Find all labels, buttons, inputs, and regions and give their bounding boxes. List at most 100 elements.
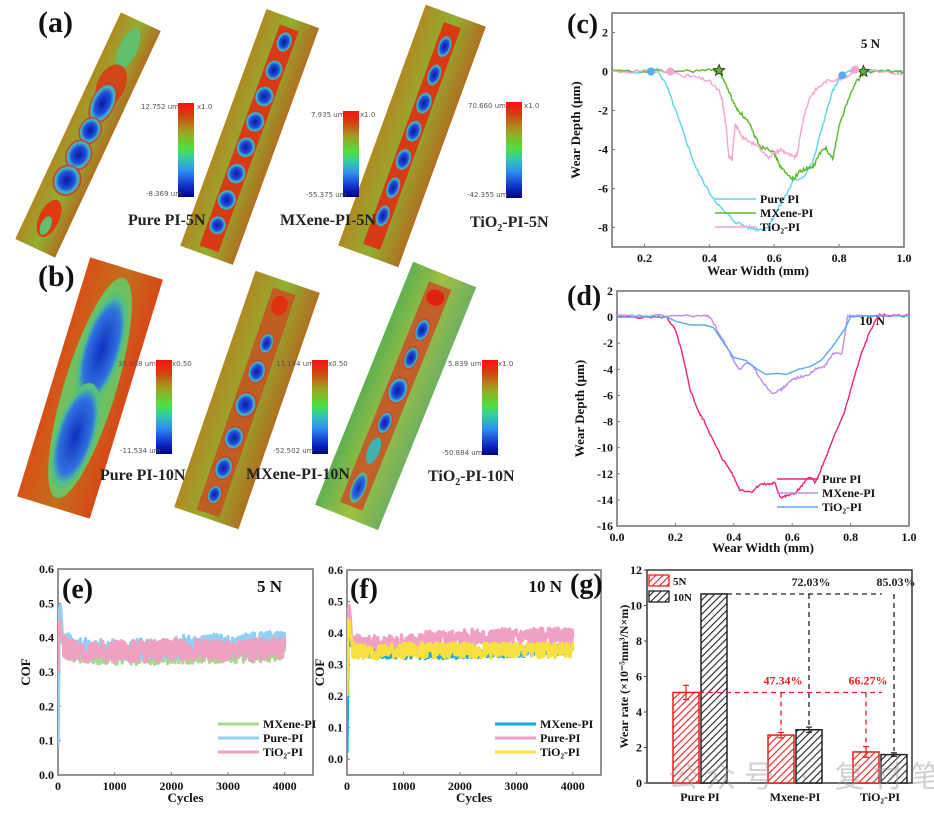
x-tick-label: 0.2 <box>668 530 683 544</box>
scar-image-tio2-pi-10n <box>315 261 477 531</box>
chart-f: 0 1000 2000 3000 4000 0.6 0.5 0.4 0.3 0.2 0.1 0.0 Cy… <box>312 563 602 805</box>
colorbar-gradient <box>482 360 498 455</box>
bar-5N-Pure PI <box>672 691 700 784</box>
legend-label: MXene-PI <box>760 206 814 220</box>
legend-label: MXene-PI <box>263 717 317 731</box>
map-caption-pure-pi-10n: Pure PI-10N <box>100 467 186 484</box>
series-line-TiO₂-PI <box>58 619 287 673</box>
y-tick-label: -4 <box>603 362 613 376</box>
y-tick-label: 0.1 <box>39 734 54 748</box>
load-annotation: 5 N <box>861 36 881 51</box>
annotation-label: 66.27% <box>849 673 888 687</box>
legend-label: 10N <box>673 592 692 604</box>
map-caption-tio2-pi-10n: TiO2-PI-10N <box>428 468 515 488</box>
series-line-MXene-PI <box>612 68 904 182</box>
colorbar-gradient <box>178 103 194 197</box>
marker-Pure PI <box>838 71 847 80</box>
colorbar-min: -42.355 um <box>467 191 508 199</box>
y-tick-label: 0 <box>607 310 613 324</box>
load-annotation: 5 N <box>257 577 283 596</box>
y-tick-label: 0.4 <box>39 631 54 645</box>
y-axis-label: COF <box>18 658 33 686</box>
annotation-label: 72.03% <box>792 575 831 589</box>
y-axis-label: COF <box>312 659 327 687</box>
panel-label-b: (b) <box>38 260 75 293</box>
scar-image-pure-pi-5n <box>15 12 161 258</box>
y-tick-label: -6 <box>598 182 608 196</box>
y-tick-label: 0.5 <box>328 595 343 609</box>
x-tick-label: 0.4 <box>702 251 717 265</box>
colorbar-scale: x0.50 <box>328 360 348 368</box>
x-tick-label: 2000 <box>448 779 472 793</box>
legend-label: TiO₂-PI <box>822 500 862 514</box>
legend-label: 5N <box>673 576 687 588</box>
x-tick-label: 1.0 <box>902 530 917 544</box>
caption-text: TiO <box>470 214 498 231</box>
x-tick-label: 0 <box>344 779 350 793</box>
bar-5N-Mxene-PI <box>767 734 795 784</box>
colorbar-max: 70.660 um <box>468 102 506 110</box>
load-annotation: 10 N <box>528 577 562 596</box>
legend-label: TiO₂-PI <box>263 745 303 759</box>
colorbar-min: -52.502 um <box>273 447 314 455</box>
series-line-TiO₂-PI <box>347 617 575 697</box>
y-tick-label: 0.3 <box>39 665 54 679</box>
y-tick-label: 0.0 <box>328 752 343 766</box>
y-tick-label: -8 <box>598 221 608 235</box>
colorbar-scale: x1.0 <box>498 360 514 368</box>
x-tick-label: 0.8 <box>832 251 847 265</box>
chart-d: 0.0 0.2 0.4 0.6 0.8 1.0 2 0 -2 -4 -6 -8 -10 -12 -14 -16… <box>567 281 917 555</box>
caption-subscript: 2 <box>497 223 503 235</box>
annotation-label: 47.34% <box>764 673 803 687</box>
colorbar-gradient <box>506 102 522 198</box>
chart-c: 0.2 0.4 0.6 0.8 1.0 2 0 -2 -4 -6 -8 Wear Width (mm)… <box>567 9 912 278</box>
y-tick-label: 2 <box>607 284 613 298</box>
y-tick-label: 0.3 <box>328 658 343 672</box>
caption-subscript: 2 <box>455 477 461 489</box>
legend-swatch <box>648 574 670 587</box>
series-line-Pure-PI <box>347 604 575 665</box>
panel-label: (e) <box>62 574 93 605</box>
bar-10N-Pure PI <box>700 593 728 784</box>
y-tick-label: 0.2 <box>39 699 54 713</box>
map-caption-tio2-pi-5n: TiO2-PI-5N <box>470 214 549 234</box>
scar-image-mxene-pi-10n <box>174 270 320 530</box>
category-label: TiO₂-PI <box>860 790 900 804</box>
x-tick-label: 0.2 <box>637 251 652 265</box>
legend-label: Pure-PI <box>263 731 304 745</box>
x-axis-label: Cycles <box>167 790 203 805</box>
marker-TiO₂-PI <box>666 67 675 76</box>
legend-label: TiO₂-PI <box>760 220 800 234</box>
colorbar-gradient <box>343 111 359 197</box>
colorbar-scale: x1.0 <box>360 111 376 119</box>
category-label: Pure PI <box>680 790 720 804</box>
colorbar-max: 12.752 um <box>141 103 179 111</box>
x-tick-label: 1000 <box>391 779 415 793</box>
marker-star-MXene-PI <box>712 63 726 77</box>
watermark: 公众号 · 复材笔记 <box>668 760 934 795</box>
colorbar-scale: x1.0 <box>524 102 540 110</box>
y-tick-label: 0 <box>602 65 608 79</box>
wear-scar-images <box>15 4 486 531</box>
series-line-MXene-PI <box>58 611 287 741</box>
x-tick-label: 0.8 <box>843 530 858 544</box>
series-line-Pure PI <box>612 66 904 233</box>
caption-text-rest: -PI-5N <box>502 214 549 231</box>
y-tick-label: -2 <box>603 336 613 350</box>
y-tick-label: 0.5 <box>39 596 54 610</box>
x-tick-label: 3000 <box>504 779 528 793</box>
marker-TiO₂-PI <box>851 65 860 74</box>
y-tick-label: 0.0 <box>39 768 54 782</box>
y-tick-label: -12 <box>597 467 613 481</box>
load-annotation: 10 N <box>859 313 885 328</box>
y-axis-label: Wear rate (×10⁻⁵mm³/N×m) <box>617 605 631 749</box>
y-axis-label: Wear Depth (μm) <box>568 81 583 178</box>
x-tick-label: 0.4 <box>726 530 741 544</box>
legend-label: TiO₂-PI <box>540 745 580 759</box>
y-tick-label: 2 <box>636 741 642 755</box>
caption-text-rest: -PI-10N <box>460 468 515 485</box>
chart-e: 0 1000 2000 3000 4000 0.6 0.5 0.4 0.3 0.2 0.1 0.0 Cy… <box>18 562 317 805</box>
colorbar-min: -11.534 um <box>120 447 161 455</box>
x-tick-label: 2000 <box>159 779 183 793</box>
